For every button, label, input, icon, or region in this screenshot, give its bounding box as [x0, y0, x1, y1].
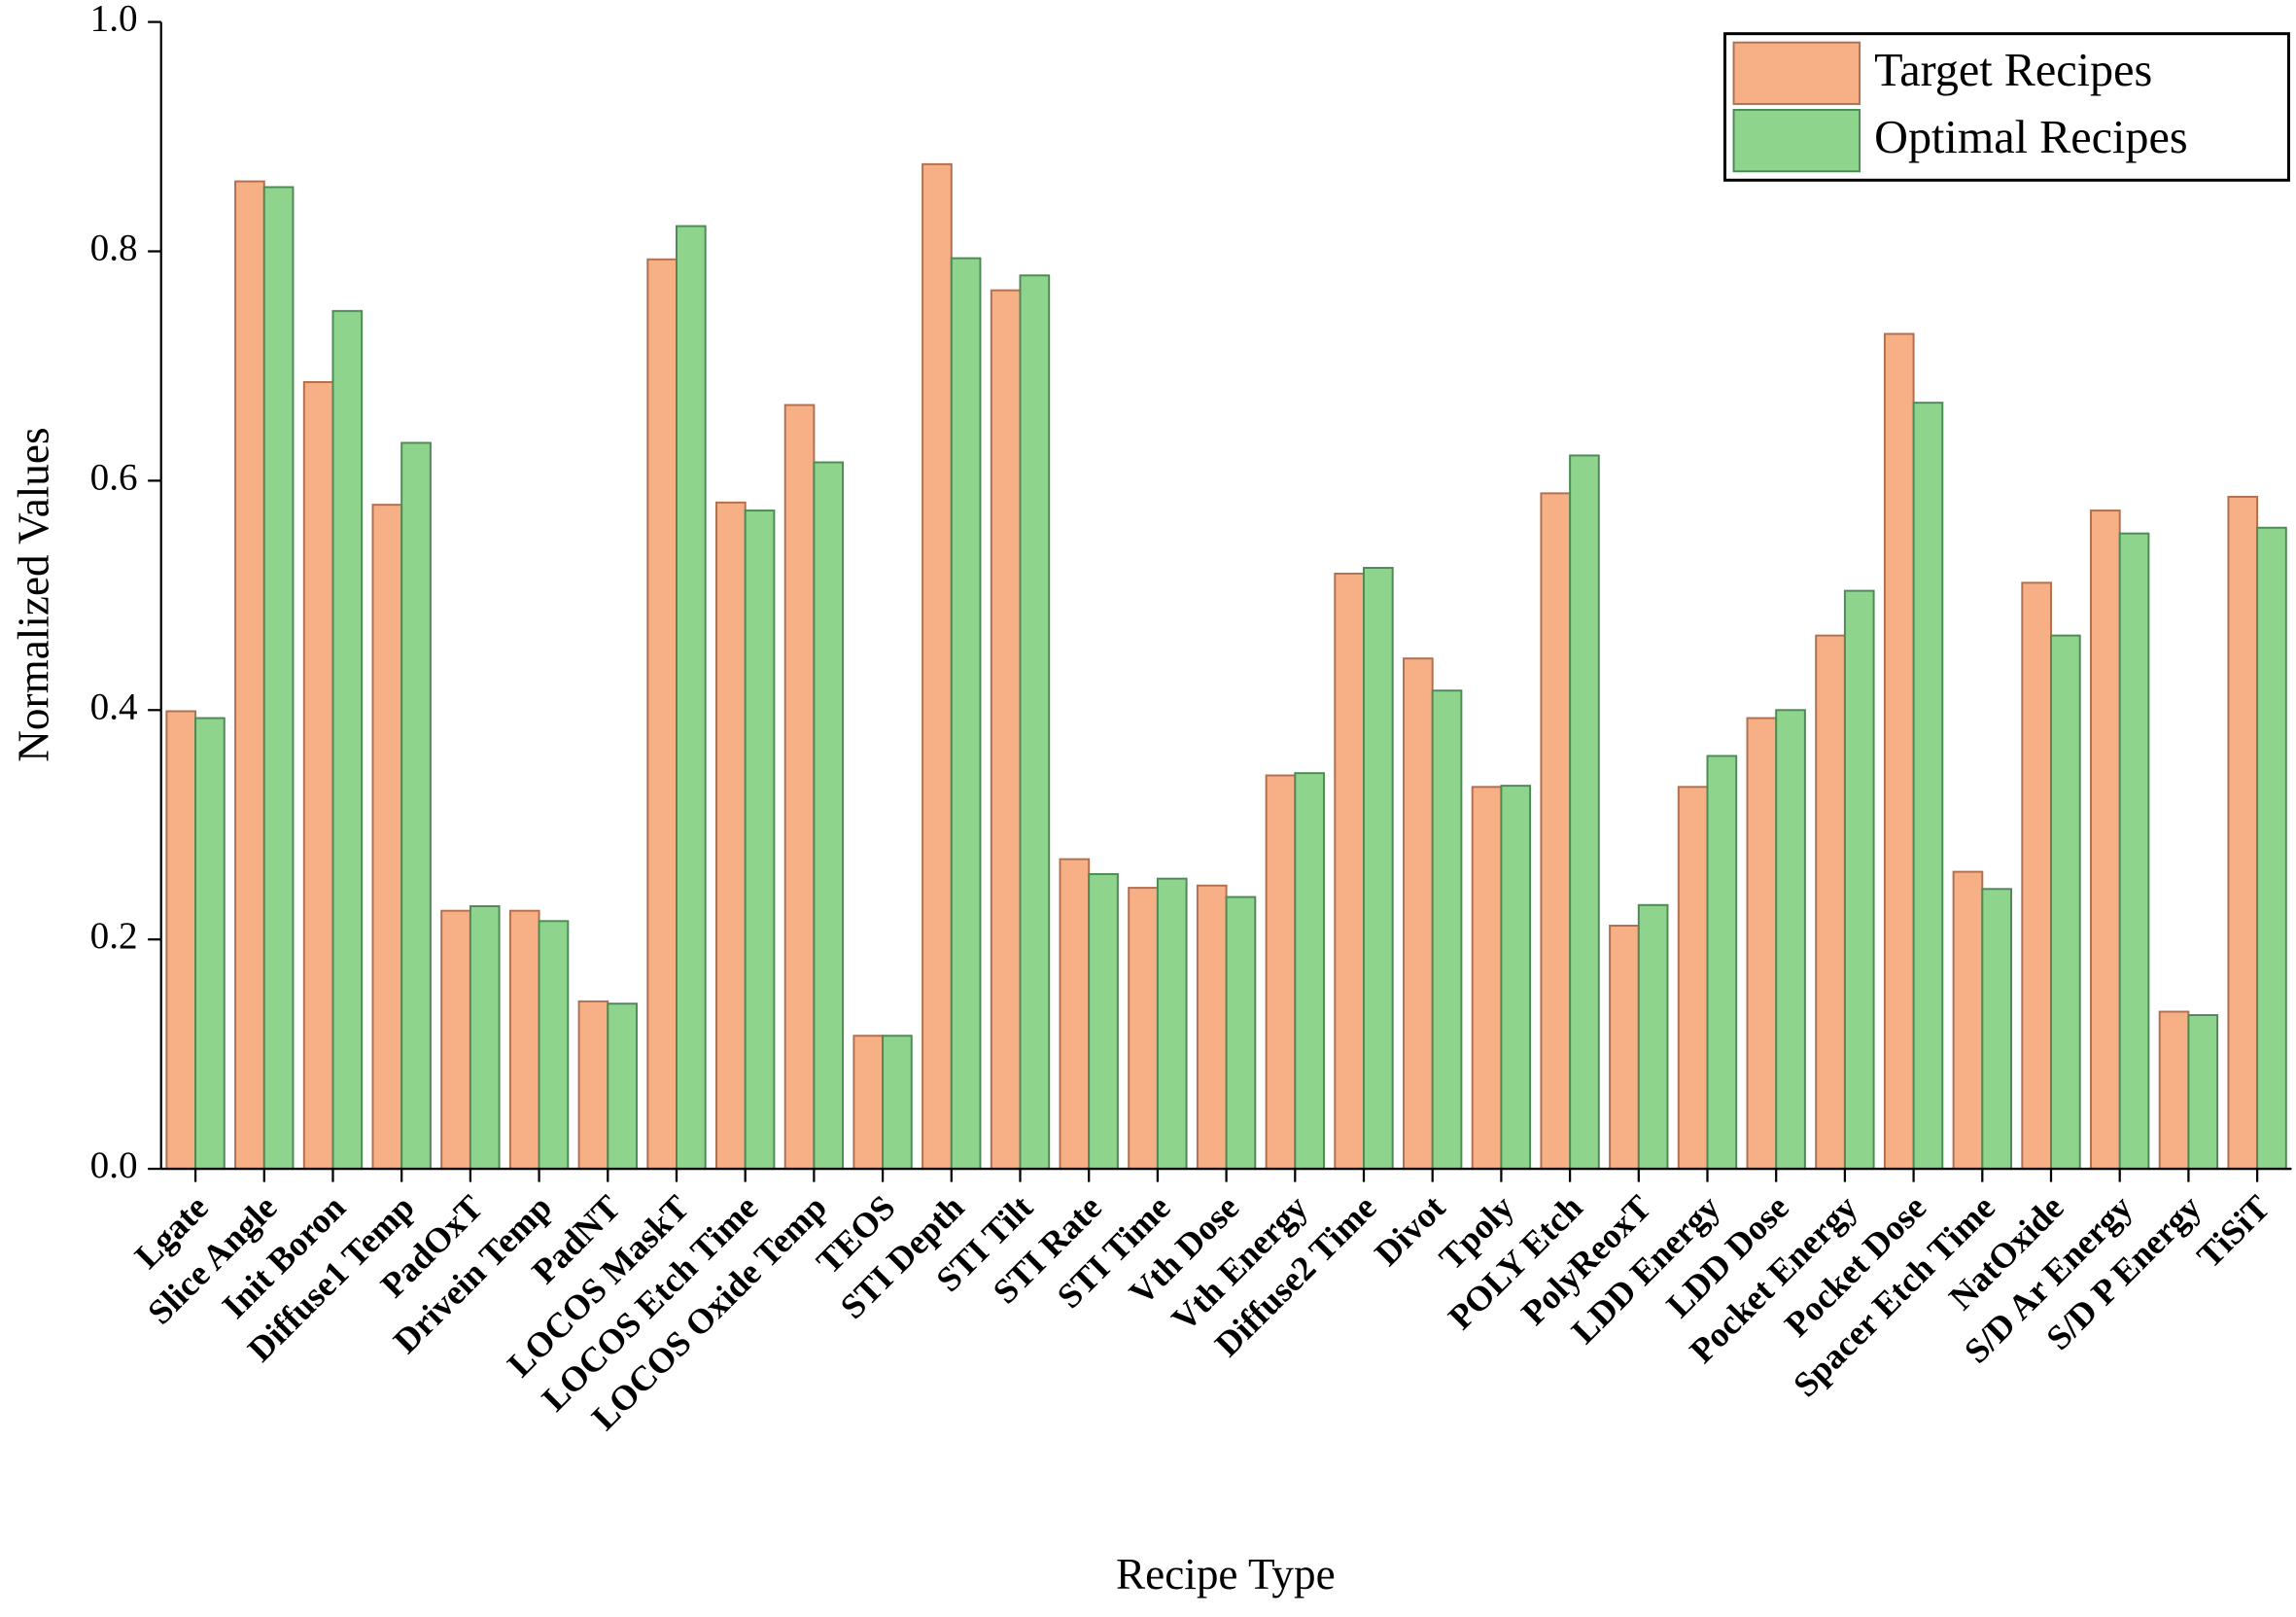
y-tick-label: 0.0 [90, 1144, 138, 1186]
bar [1706, 755, 1738, 1171]
legend-swatch [1732, 108, 1861, 173]
bar [2227, 495, 2259, 1171]
bar [1225, 896, 1257, 1171]
bar [1196, 884, 1228, 1171]
bar [1540, 492, 1572, 1171]
bar [165, 710, 197, 1171]
bar [234, 180, 265, 1171]
bar [813, 461, 845, 1171]
bar [2021, 581, 2052, 1171]
bar [1746, 717, 1778, 1171]
bar [1128, 887, 1159, 1171]
legend-label: Target Recipes [1874, 45, 2152, 96]
bar [607, 1002, 638, 1171]
bar [400, 441, 432, 1171]
y-tick-label: 0.6 [90, 456, 138, 498]
bar [1637, 903, 1669, 1171]
bar [715, 501, 747, 1171]
bar [1334, 572, 1365, 1171]
bar [2118, 532, 2150, 1171]
bar [331, 309, 364, 1171]
bar [1059, 858, 1091, 1171]
bar [1156, 877, 1188, 1171]
bar [1775, 709, 1806, 1171]
bar [1883, 333, 1915, 1171]
bar [440, 909, 471, 1171]
legend-label: Optimal Recipes [1874, 112, 2188, 163]
x-tick-label: TiSiT [2189, 1187, 2277, 1275]
bar [1471, 786, 1503, 1171]
x-tick-label: Divot [1367, 1187, 1452, 1273]
bar [577, 1000, 609, 1171]
y-tick-label: 0.4 [90, 685, 138, 727]
legend-swatch [1732, 41, 1861, 105]
bar [1500, 785, 1532, 1171]
bar [194, 717, 226, 1171]
y-tick-label: 1.0 [90, 0, 138, 40]
bar [2050, 634, 2081, 1171]
bar [1677, 786, 1709, 1171]
bar [950, 257, 982, 1171]
bar [1265, 774, 1297, 1171]
y-tick-label: 0.2 [90, 915, 138, 957]
bar [1609, 925, 1640, 1171]
bar [262, 186, 295, 1171]
bar [676, 225, 707, 1171]
bar [990, 289, 1022, 1171]
bar [371, 504, 403, 1171]
bar [1088, 872, 1119, 1171]
bar [744, 510, 776, 1171]
bar [1952, 870, 1984, 1171]
legend: Target Recipes Optimal Recipes [1722, 32, 2290, 182]
bar [882, 1035, 913, 1171]
bar [646, 258, 678, 1171]
bar [852, 1035, 885, 1171]
bar [2187, 1014, 2219, 1171]
bar [538, 920, 570, 1171]
bar [1569, 454, 1600, 1171]
bar [302, 380, 334, 1171]
bar [1403, 657, 1434, 1171]
bar [1019, 274, 1051, 1171]
bar [1912, 402, 1944, 1171]
bar [2158, 1010, 2190, 1171]
bar [922, 162, 953, 1171]
bar [2256, 526, 2287, 1171]
bar [1815, 634, 1846, 1171]
y-axis-label: Normalized Values [10, 427, 58, 761]
bar [1431, 689, 1463, 1171]
bar [783, 404, 816, 1171]
bar [2090, 510, 2121, 1171]
bar [1843, 589, 1875, 1171]
bar [1294, 772, 1325, 1171]
bar [508, 909, 540, 1171]
bar [1363, 567, 1394, 1171]
x-axis-label: Recipe Type [1116, 1550, 1336, 1599]
y-tick-label: 0.8 [90, 227, 138, 268]
bar [469, 904, 501, 1171]
bar [1981, 888, 2012, 1171]
